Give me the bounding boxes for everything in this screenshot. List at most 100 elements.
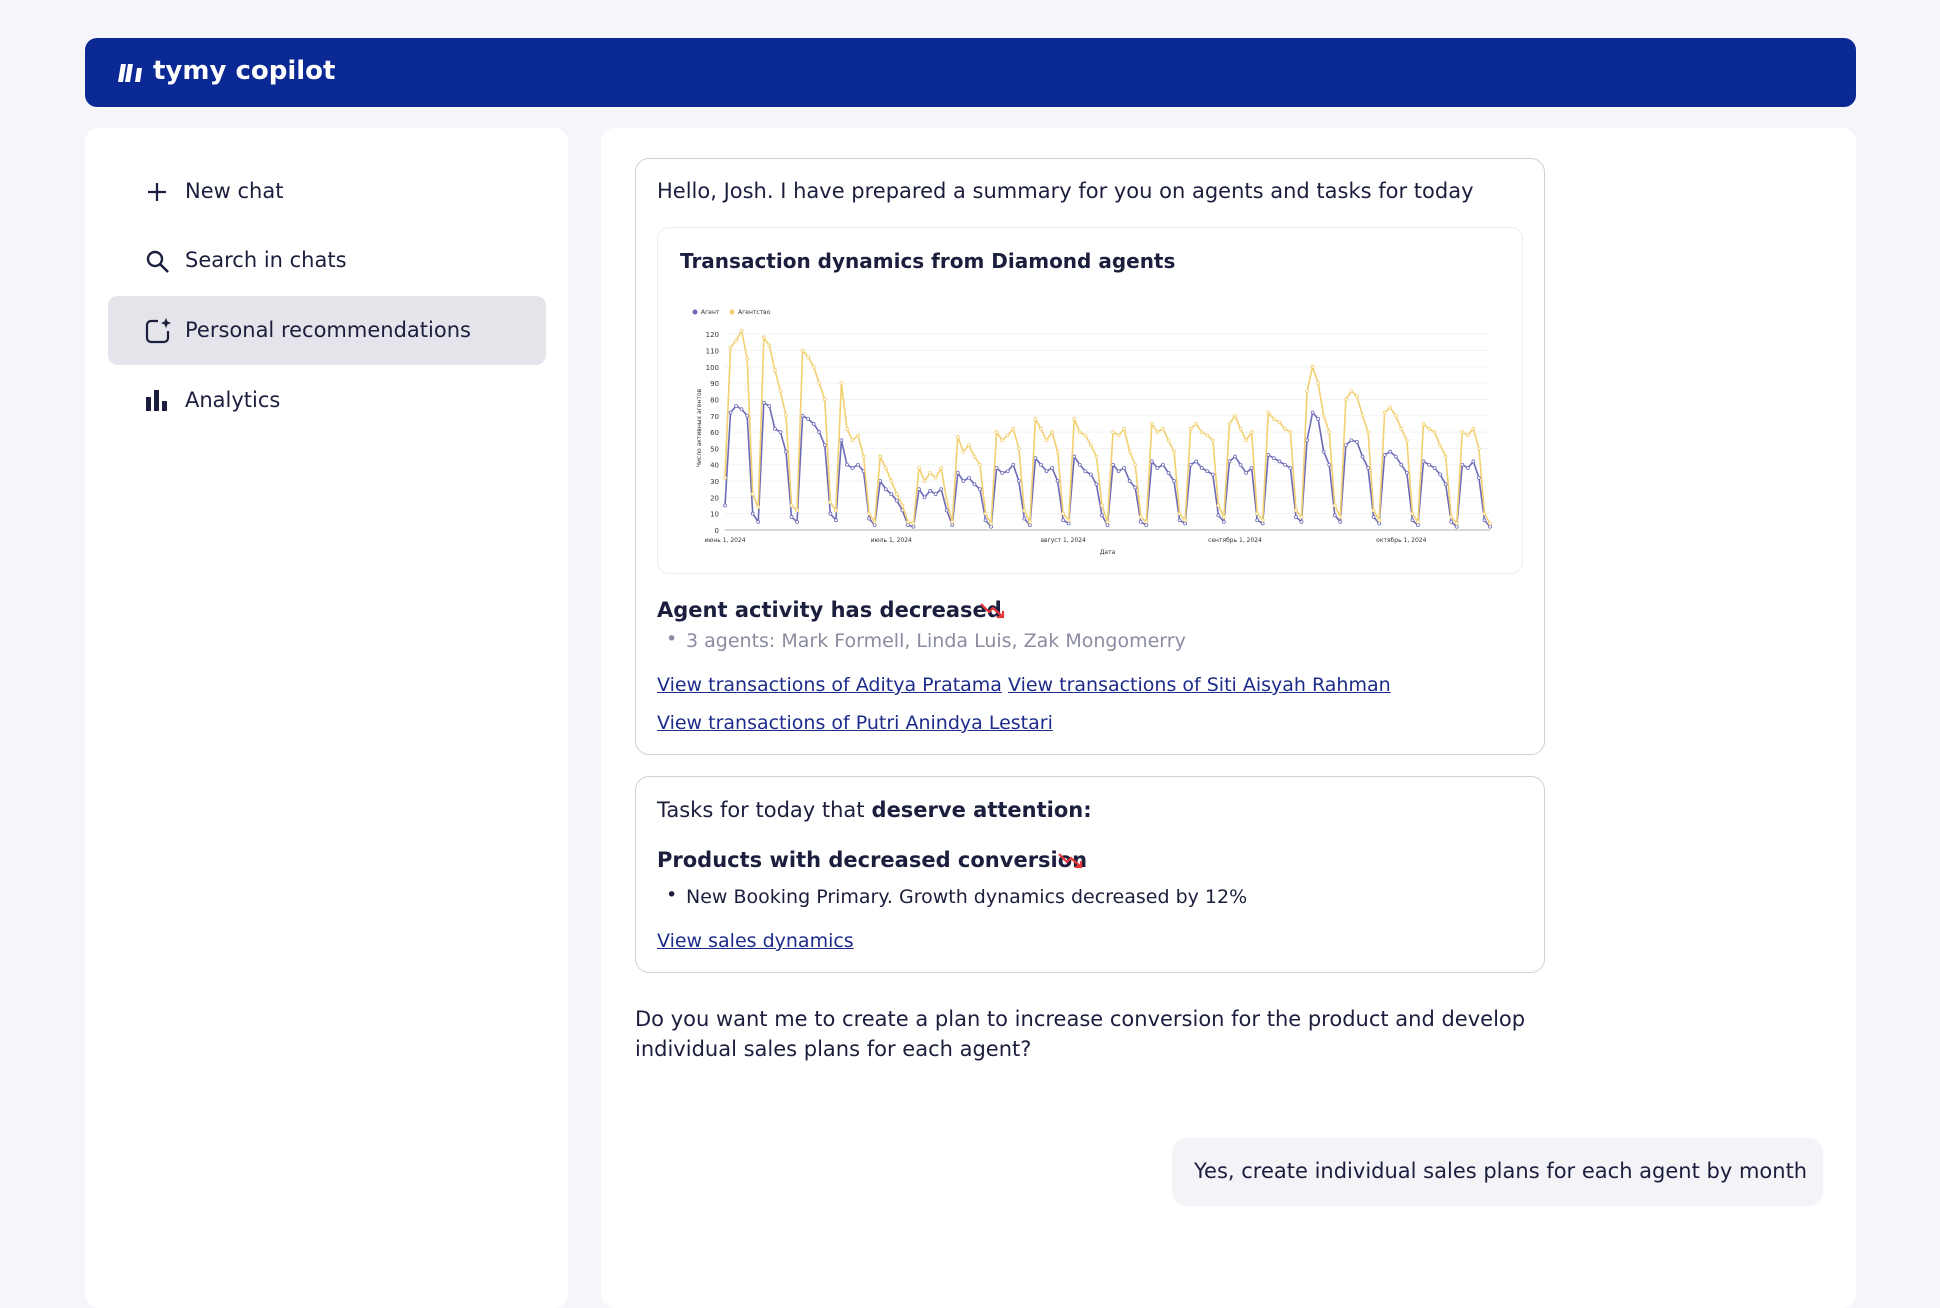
point	[1438, 443, 1443, 448]
point	[867, 511, 872, 516]
point	[1277, 420, 1282, 425]
x-tick-label: октябрь 1, 2024	[1376, 537, 1426, 544]
point	[778, 430, 783, 434]
point	[1144, 519, 1149, 524]
point	[1393, 454, 1398, 459]
point	[994, 430, 999, 434]
point	[1205, 433, 1210, 438]
point	[839, 438, 844, 443]
point	[883, 466, 888, 470]
point	[989, 524, 993, 529]
point	[806, 355, 811, 359]
point	[1011, 462, 1016, 467]
point	[1288, 430, 1293, 434]
point	[1083, 433, 1088, 438]
point	[911, 524, 916, 529]
search-icon	[146, 250, 169, 273]
point	[1133, 485, 1138, 490]
point	[1133, 462, 1138, 467]
point	[1421, 422, 1426, 426]
point	[950, 523, 955, 528]
y-axis-label: Число активных агентов	[696, 388, 703, 467]
point	[1343, 397, 1348, 402]
point	[1011, 426, 1016, 431]
point	[1055, 479, 1060, 483]
point	[1222, 519, 1226, 524]
y-tick-label: 80	[710, 396, 719, 404]
point	[1471, 459, 1476, 464]
point	[1061, 518, 1066, 523]
point	[939, 487, 944, 492]
point	[1338, 519, 1343, 524]
point	[1044, 438, 1049, 443]
point	[1249, 466, 1254, 470]
point	[1055, 449, 1060, 454]
point	[983, 511, 988, 516]
point	[1471, 426, 1476, 431]
point	[878, 454, 883, 459]
link[interactable]: View transactions of Putri Anindya Lesta…	[657, 712, 1053, 734]
point	[1299, 519, 1304, 524]
x-axis-label: Дата	[1100, 549, 1116, 556]
y-tick-label: 30	[710, 478, 719, 486]
point	[1077, 462, 1082, 467]
nav-item[interactable]: Personal recommendations	[185, 318, 471, 342]
sidebar-active	[108, 296, 546, 365]
point	[1105, 523, 1110, 528]
point	[1343, 443, 1348, 448]
point	[1271, 456, 1276, 461]
point	[1183, 518, 1188, 523]
point	[1460, 430, 1465, 434]
point	[1382, 453, 1387, 457]
point	[967, 475, 971, 480]
point	[1177, 511, 1182, 516]
y-tick-label: 70	[710, 413, 719, 421]
series-line	[724, 328, 1491, 527]
point	[1122, 426, 1127, 431]
point	[856, 462, 860, 467]
link[interactable]: View sales dynamics	[657, 930, 854, 952]
point	[761, 400, 766, 405]
point	[1061, 511, 1066, 516]
point	[972, 454, 977, 459]
nav-item[interactable]: Search in chats	[185, 248, 347, 272]
point	[989, 521, 993, 526]
point	[867, 516, 872, 521]
point	[906, 523, 910, 528]
link[interactable]: View transactions of Siti Aisyah Rahman	[1008, 674, 1391, 696]
point	[1227, 422, 1232, 426]
point	[1210, 472, 1215, 477]
point	[1305, 389, 1309, 394]
link[interactable]: View transactions of Aditya Pratama	[657, 674, 1002, 696]
point	[1149, 459, 1154, 464]
point	[1127, 449, 1132, 454]
nav-item[interactable]: New chat	[185, 179, 284, 203]
point	[745, 356, 750, 361]
point	[1488, 524, 1492, 529]
point	[1288, 466, 1293, 470]
bullet-dot: •	[666, 884, 678, 906]
point	[833, 518, 838, 523]
nav-item[interactable]: Analytics	[185, 388, 281, 412]
point	[1310, 364, 1315, 369]
point	[911, 521, 916, 526]
point	[1438, 472, 1443, 477]
plus-icon	[148, 183, 166, 201]
point	[961, 479, 966, 483]
legend-label: Агентство	[738, 309, 771, 316]
point	[1088, 472, 1093, 477]
point	[767, 404, 772, 408]
point	[1199, 466, 1204, 470]
tasks-intro: Tasks for today that deserve attention:	[657, 798, 1092, 822]
point	[978, 487, 982, 492]
point	[1233, 413, 1237, 418]
point	[1465, 466, 1470, 470]
point	[856, 433, 860, 438]
y-tick-label: 120	[706, 331, 719, 339]
point	[1377, 518, 1382, 523]
point	[1327, 462, 1332, 467]
point	[1399, 462, 1404, 467]
point	[1216, 503, 1221, 508]
point	[900, 503, 905, 508]
point	[1172, 479, 1176, 483]
